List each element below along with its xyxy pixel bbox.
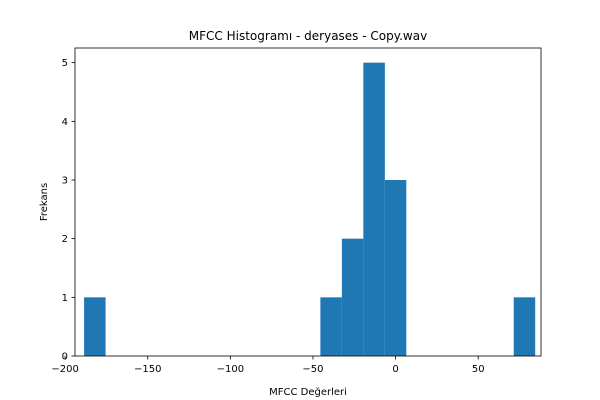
x-ticks-group: −200 −150 −100 −50 0 50: [51, 356, 485, 375]
bars-group: [84, 62, 536, 357]
x-tick-label: −50: [302, 364, 323, 375]
histogram-bar: [320, 297, 342, 356]
histogram-bar: [363, 62, 385, 357]
x-tick-label: 0: [392, 364, 398, 375]
histogram-bar: [341, 238, 364, 356]
y-ticks-group: 0 1 2 3 4 5: [62, 58, 75, 363]
y-tick-label: 0: [62, 352, 68, 363]
x-axis-label: MFCC Değerleri: [269, 386, 347, 398]
histogram-bar: [384, 180, 407, 356]
y-tick-label: 2: [62, 234, 68, 245]
x-tick-label: −100: [217, 364, 244, 375]
histogram-bar: [84, 297, 106, 356]
chart-title: MFCC Histogramı - deryases - Copy.wav: [189, 29, 427, 43]
x-tick-label: −200: [51, 364, 78, 375]
y-axis-label: Frekans: [39, 183, 50, 221]
y-tick-label: 1: [62, 293, 68, 304]
x-tick-label: 50: [472, 364, 485, 375]
x-tick-label: −150: [134, 364, 161, 375]
y-tick-label: 4: [62, 117, 68, 128]
y-tick-label: 5: [62, 58, 68, 69]
y-tick-label: 3: [62, 176, 68, 187]
histogram-bar: [513, 297, 536, 356]
plot-frame: [74, 47, 542, 357]
